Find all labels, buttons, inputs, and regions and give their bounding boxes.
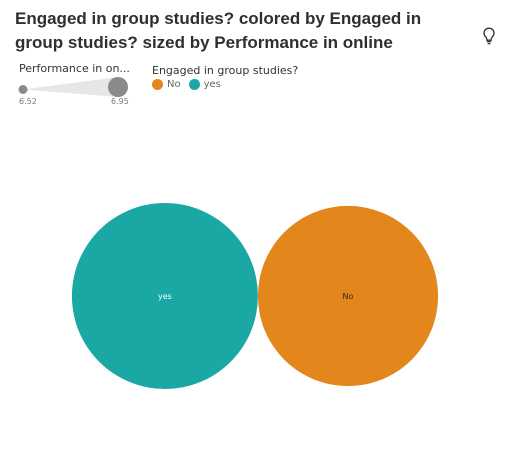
bubble-no[interactable]	[257, 205, 439, 387]
legend-label-no: No	[167, 79, 181, 90]
size-legend: Performance in on... 6.52 6.95	[17, 62, 132, 110]
legend-swatch-no	[152, 79, 163, 90]
lightbulb-icon[interactable]	[480, 26, 498, 46]
chart-title: Engaged in group studies? colored by Eng…	[15, 9, 422, 52]
legend-item-no[interactable]: No	[152, 79, 181, 90]
bubble-yes[interactable]	[71, 203, 258, 389]
size-legend-scale	[18, 77, 128, 97]
color-legend-title: Engaged in group studies?	[152, 64, 299, 77]
size-legend-min-circle	[18, 85, 28, 94]
legend-swatch-yes	[188, 79, 200, 90]
size-legend-min-label: 6.52	[19, 97, 37, 106]
size-legend-max-circle	[108, 77, 128, 97]
bubble-label-yes: yes	[158, 292, 172, 301]
bubble-label-no: No	[343, 292, 354, 301]
size-legend-max-label: 6.95	[111, 97, 129, 106]
legend-item-yes[interactable]: yes	[188, 79, 221, 90]
color-legend: Engaged in group studies? No yes	[152, 64, 352, 100]
size-legend-title: Performance in on...	[19, 62, 130, 75]
legend-label-yes: yes	[203, 79, 221, 90]
